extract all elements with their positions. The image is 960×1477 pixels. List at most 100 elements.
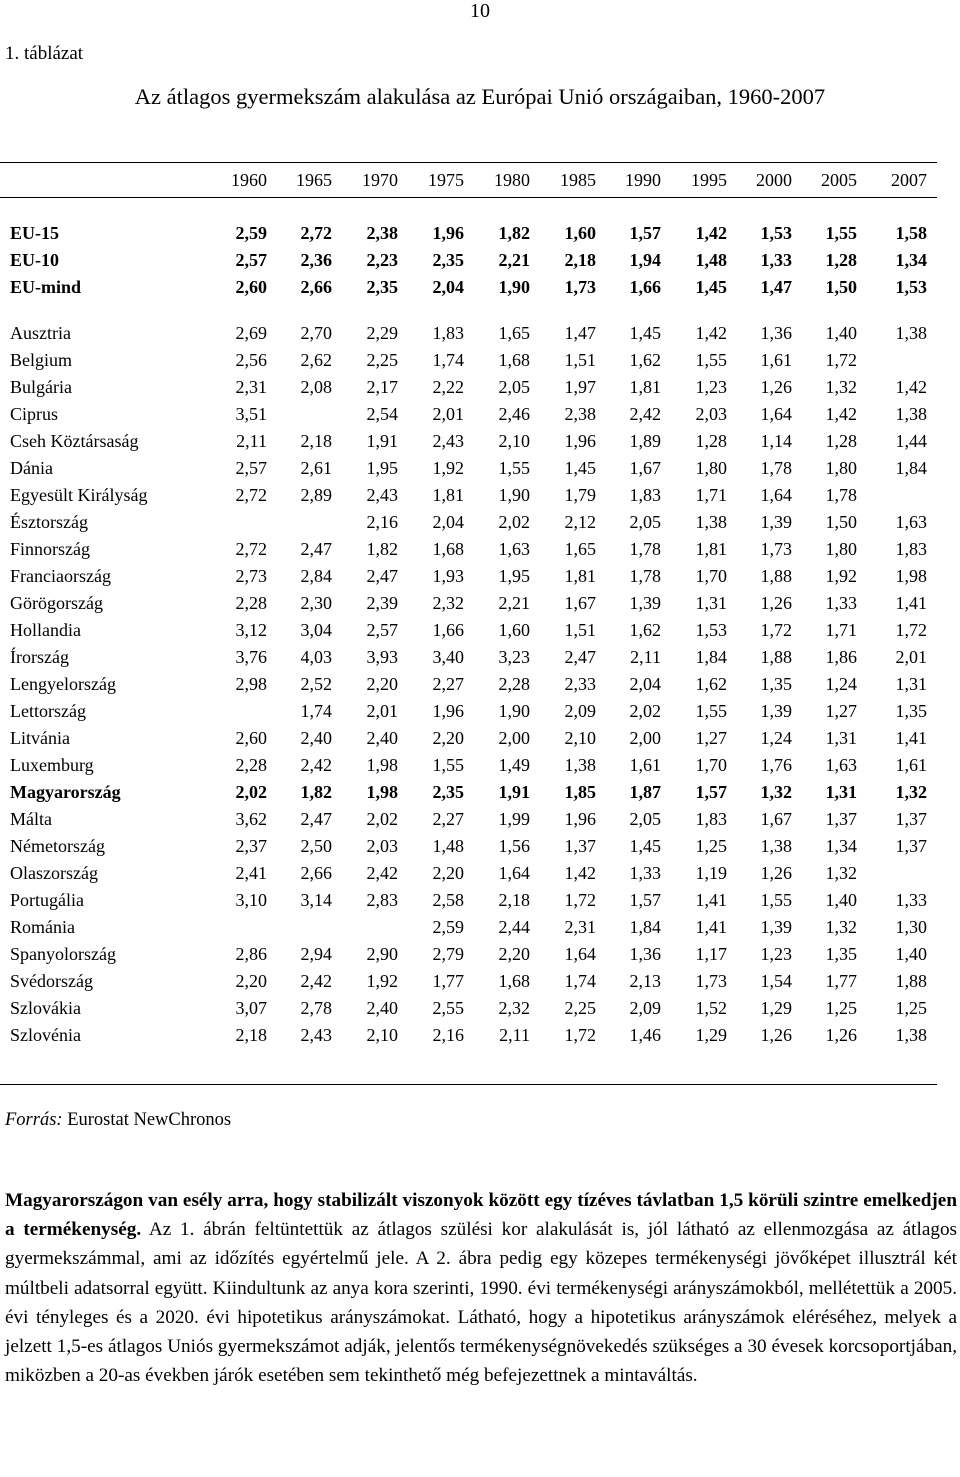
value-cell: 1,33: [629, 863, 662, 883]
value-cell: 1,38: [895, 1025, 928, 1045]
table-label: 1. táblázat: [5, 43, 84, 64]
table-row: EU-15 2,59 2,72 2,38 1,96 1,82 1,60 1,57 1,42 1,5…: [0, 220, 937, 247]
value-cell: 1,64: [760, 485, 793, 505]
fertility-table: 1960 1965 1970 1975 1980 1985 1990 1995 2000 2005…: [0, 164, 937, 1049]
value-cell: 2,98: [235, 674, 268, 694]
value-cell: 1,42: [564, 863, 597, 883]
row-label: Lettország: [10, 701, 86, 721]
value-cell: 2,08: [300, 377, 333, 397]
value-cell: 1,79: [564, 485, 597, 505]
value-cell: 1,67: [629, 458, 662, 478]
value-cell: 1,37: [895, 836, 928, 856]
header-gap: [0, 196, 937, 220]
value-cell: 1,35: [825, 944, 858, 964]
table-row: Írország 3,76 4,03 3,93 3,40 3,23 2,47 2,11 1,84…: [0, 644, 937, 671]
value-cell: 1,41: [695, 917, 728, 937]
value-cell: 2,39: [366, 593, 399, 613]
value-cell: 1,78: [629, 539, 662, 559]
value-cell: 2,32: [432, 593, 465, 613]
value-cell: 1,88: [895, 971, 928, 991]
value-cell: [267, 509, 332, 536]
year-header-3: 1975: [428, 170, 464, 190]
row-label: Málta: [10, 809, 52, 829]
row-label: Írország: [10, 647, 69, 667]
row-label: Finnország: [10, 539, 90, 559]
value-cell: 2,02: [498, 512, 531, 532]
value-cell: 2,46: [498, 404, 531, 424]
value-cell: 1,88: [760, 566, 793, 586]
value-cell: 2,20: [366, 674, 399, 694]
value-cell: 2,32: [498, 998, 531, 1018]
value-cell: 1,26: [760, 377, 793, 397]
value-cell: 1,45: [695, 277, 728, 297]
value-cell: 2,72: [300, 223, 333, 243]
value-cell: 2,27: [432, 809, 465, 829]
value-cell: 1,91: [498, 782, 531, 802]
value-cell: 1,54: [760, 971, 793, 991]
value-cell: 2,31: [564, 917, 597, 937]
value-cell: 1,70: [695, 566, 728, 586]
value-cell: 1,33: [895, 890, 928, 910]
value-cell: 2,58: [432, 890, 465, 910]
value-cell: 2,60: [235, 728, 268, 748]
value-cell: 1,78: [629, 566, 662, 586]
value-cell: 1,68: [498, 971, 531, 991]
value-cell: 1,62: [629, 350, 662, 370]
value-cell: 1,46: [629, 1025, 662, 1045]
table-row: Ausztria 2,69 2,70 2,29 1,83 1,65 1,47 1,45 1,42…: [0, 320, 937, 347]
value-cell: 1,53: [760, 223, 793, 243]
value-cell: 2,52: [300, 674, 333, 694]
value-cell: 2,44: [498, 917, 531, 937]
value-cell: 2,25: [564, 998, 597, 1018]
value-cell: 3,14: [300, 890, 333, 910]
value-cell: 2,69: [235, 323, 268, 343]
value-cell: 2,20: [432, 728, 465, 748]
table-row: Németország 2,37 2,50 2,03 1,48 1,56 1,37 1,45 1…: [0, 833, 937, 860]
value-cell: 1,39: [629, 593, 662, 613]
value-cell: 1,38: [695, 512, 728, 532]
value-cell: 1,68: [432, 539, 465, 559]
value-cell: 1,86: [825, 647, 858, 667]
value-cell: 1,45: [629, 323, 662, 343]
value-cell: 1,49: [498, 755, 531, 775]
value-cell: 1,62: [629, 620, 662, 640]
value-cell: 2,00: [629, 728, 662, 748]
value-cell: 2,05: [498, 377, 531, 397]
value-cell: 1,84: [695, 647, 728, 667]
value-cell: 1,91: [366, 431, 399, 451]
value-cell: 4,03: [300, 647, 333, 667]
value-cell: 2,43: [300, 1025, 333, 1045]
value-cell: 2,42: [300, 971, 333, 991]
value-cell: 2,47: [564, 647, 597, 667]
value-cell: 1,78: [825, 485, 858, 505]
value-cell: 2,28: [498, 674, 531, 694]
table-row: Szlovákia 3,07 2,78 2,40 2,55 2,32 2,25 2,09 1,5…: [0, 995, 937, 1022]
value-cell: 2,40: [366, 998, 399, 1018]
value-cell: 1,51: [564, 350, 597, 370]
value-cell: 2,20: [432, 863, 465, 883]
value-cell: 2,04: [629, 674, 662, 694]
row-label: Észtország: [10, 512, 88, 532]
value-cell: [857, 347, 937, 374]
value-cell: 1,57: [695, 782, 728, 802]
value-cell: 1,97: [564, 377, 597, 397]
value-cell: 1,25: [695, 836, 728, 856]
value-cell: 2,57: [235, 250, 268, 270]
value-cell: 2,55: [432, 998, 465, 1018]
value-cell: 2,94: [300, 944, 333, 964]
value-cell: 1,72: [564, 890, 597, 910]
value-cell: 2,28: [235, 593, 268, 613]
table-row: Cseh Köztársaság 2,11 2,18 1,91 2,43 2,10 1,96…: [0, 428, 937, 455]
value-cell: 1,62: [695, 674, 728, 694]
row-label: Ciprus: [10, 404, 59, 424]
body-paragraph: Magyarországon van esély arra, hogy stab…: [5, 1186, 957, 1390]
value-cell: 1,65: [564, 539, 597, 559]
value-cell: 2,50: [300, 836, 333, 856]
value-cell: 1,61: [760, 350, 793, 370]
value-cell: 1,83: [895, 539, 928, 559]
row-label: EU-mind: [10, 277, 82, 297]
value-cell: 2,18: [300, 431, 333, 451]
value-cell: 1,72: [760, 620, 793, 640]
value-cell: 2,04: [432, 277, 465, 297]
value-cell: 1,94: [629, 250, 662, 270]
